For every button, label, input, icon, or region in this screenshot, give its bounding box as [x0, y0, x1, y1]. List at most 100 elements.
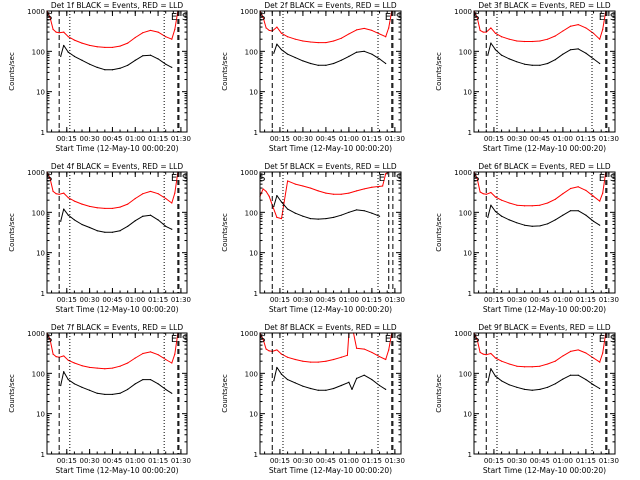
- lld-point: [508, 202, 510, 204]
- events-series-line: [60, 371, 173, 395]
- lld-point: [119, 45, 121, 47]
- lld-point: [67, 359, 69, 361]
- x-tick-label: 01:00: [339, 457, 359, 465]
- events-point: [325, 64, 327, 66]
- events-point: [127, 388, 129, 390]
- y-tick-label: 10: [36, 250, 45, 258]
- lld-point: [171, 362, 173, 364]
- lld-point: [280, 217, 283, 220]
- lld-point: [508, 363, 510, 365]
- lld-point: [340, 356, 342, 358]
- lld-point: [355, 29, 358, 31]
- lld-point: [174, 28, 176, 30]
- lld-point: [55, 193, 57, 195]
- x-tick-label: 00:15: [57, 457, 77, 465]
- events-point: [149, 54, 152, 56]
- events-point: [157, 58, 159, 60]
- lld-point: [49, 177, 51, 179]
- panel-title: Det 7f BLACK = Events, RED = LLD: [51, 323, 184, 332]
- lld-point: [554, 35, 556, 37]
- plot-frame: [46, 10, 188, 133]
- events-point: [577, 374, 579, 376]
- y-tick-label: 100: [32, 209, 45, 217]
- events-point: [111, 69, 114, 71]
- lld-point: [286, 180, 289, 182]
- events-point: [67, 214, 69, 216]
- lld-series-line: [46, 332, 179, 370]
- lld-point: [592, 357, 595, 359]
- events-point: [294, 382, 296, 384]
- x-tick-label: 00:30: [80, 457, 100, 465]
- events-point: [494, 49, 497, 51]
- x-tick-label: 01:00: [339, 296, 359, 304]
- events-point: [508, 384, 510, 386]
- events-point: [325, 217, 327, 220]
- events-point: [63, 44, 65, 47]
- x-tick-label: 00:45: [102, 457, 122, 465]
- lld-point: [340, 37, 342, 39]
- x-tick-label: 01:15: [362, 457, 382, 465]
- events-point: [309, 62, 312, 65]
- lld-point: [111, 207, 114, 210]
- lld-point: [476, 177, 478, 179]
- lld-point: [127, 362, 129, 364]
- lld-point: [165, 36, 167, 38]
- x-tick-label: 00:30: [293, 457, 313, 465]
- lld-point: [317, 361, 319, 363]
- lld-point: [385, 358, 387, 361]
- lld-point: [49, 16, 51, 18]
- x-tick-label: 01:30: [171, 135, 191, 143]
- lld-point: [55, 31, 57, 33]
- lld-point: [388, 27, 390, 29]
- y-tick-label: 1: [468, 129, 472, 137]
- events-point: [371, 212, 373, 214]
- lld-point: [371, 186, 373, 188]
- y-tick-label: 10: [249, 411, 258, 419]
- lld-point: [494, 196, 497, 198]
- events-point: [89, 226, 91, 229]
- x-tick-label: 01:30: [599, 135, 619, 143]
- lld-point: [127, 42, 129, 44]
- panel-title: Det 6f BLACK = Events, RED = LLD: [478, 162, 611, 171]
- lld-point: [599, 38, 601, 40]
- x-tick-label: 00:30: [507, 457, 527, 465]
- events-point: [348, 381, 350, 383]
- y-tick-label: 10: [249, 89, 258, 97]
- lld-point: [294, 183, 296, 185]
- events-point: [569, 374, 572, 376]
- events-point: [340, 214, 342, 216]
- events-point: [562, 378, 564, 380]
- lld-point: [554, 360, 556, 362]
- events-point: [104, 231, 106, 233]
- x-tick-label: 01:15: [576, 457, 596, 465]
- y-tick-label: 1000: [240, 330, 258, 338]
- events-point: [539, 225, 541, 227]
- lld-point: [569, 187, 572, 190]
- lld-point: [286, 36, 289, 38]
- events-point: [554, 59, 556, 61]
- lld-point: [539, 204, 541, 206]
- x-tick-label: 01:15: [576, 135, 596, 143]
- events-point: [119, 230, 121, 232]
- y-axis-label: Counts/sec: [435, 52, 443, 91]
- events-point: [592, 384, 595, 386]
- x-tick-label: 00:45: [530, 457, 550, 465]
- events-point: [539, 388, 541, 390]
- y-axis-label: Counts/sec: [8, 52, 16, 91]
- lld-point: [516, 40, 518, 42]
- events-point: [96, 66, 98, 68]
- lld-point: [265, 348, 267, 350]
- lld-point: [265, 27, 267, 29]
- lld-point: [142, 352, 144, 355]
- events-point: [157, 383, 159, 385]
- lld-point: [546, 363, 549, 365]
- lld-point: [516, 204, 518, 206]
- events-point: [340, 384, 342, 387]
- y-tick-label: 1: [254, 129, 258, 137]
- events-point: [332, 216, 335, 218]
- events-point: [554, 383, 556, 385]
- lld-point: [479, 29, 481, 32]
- lld-point: [49, 338, 51, 340]
